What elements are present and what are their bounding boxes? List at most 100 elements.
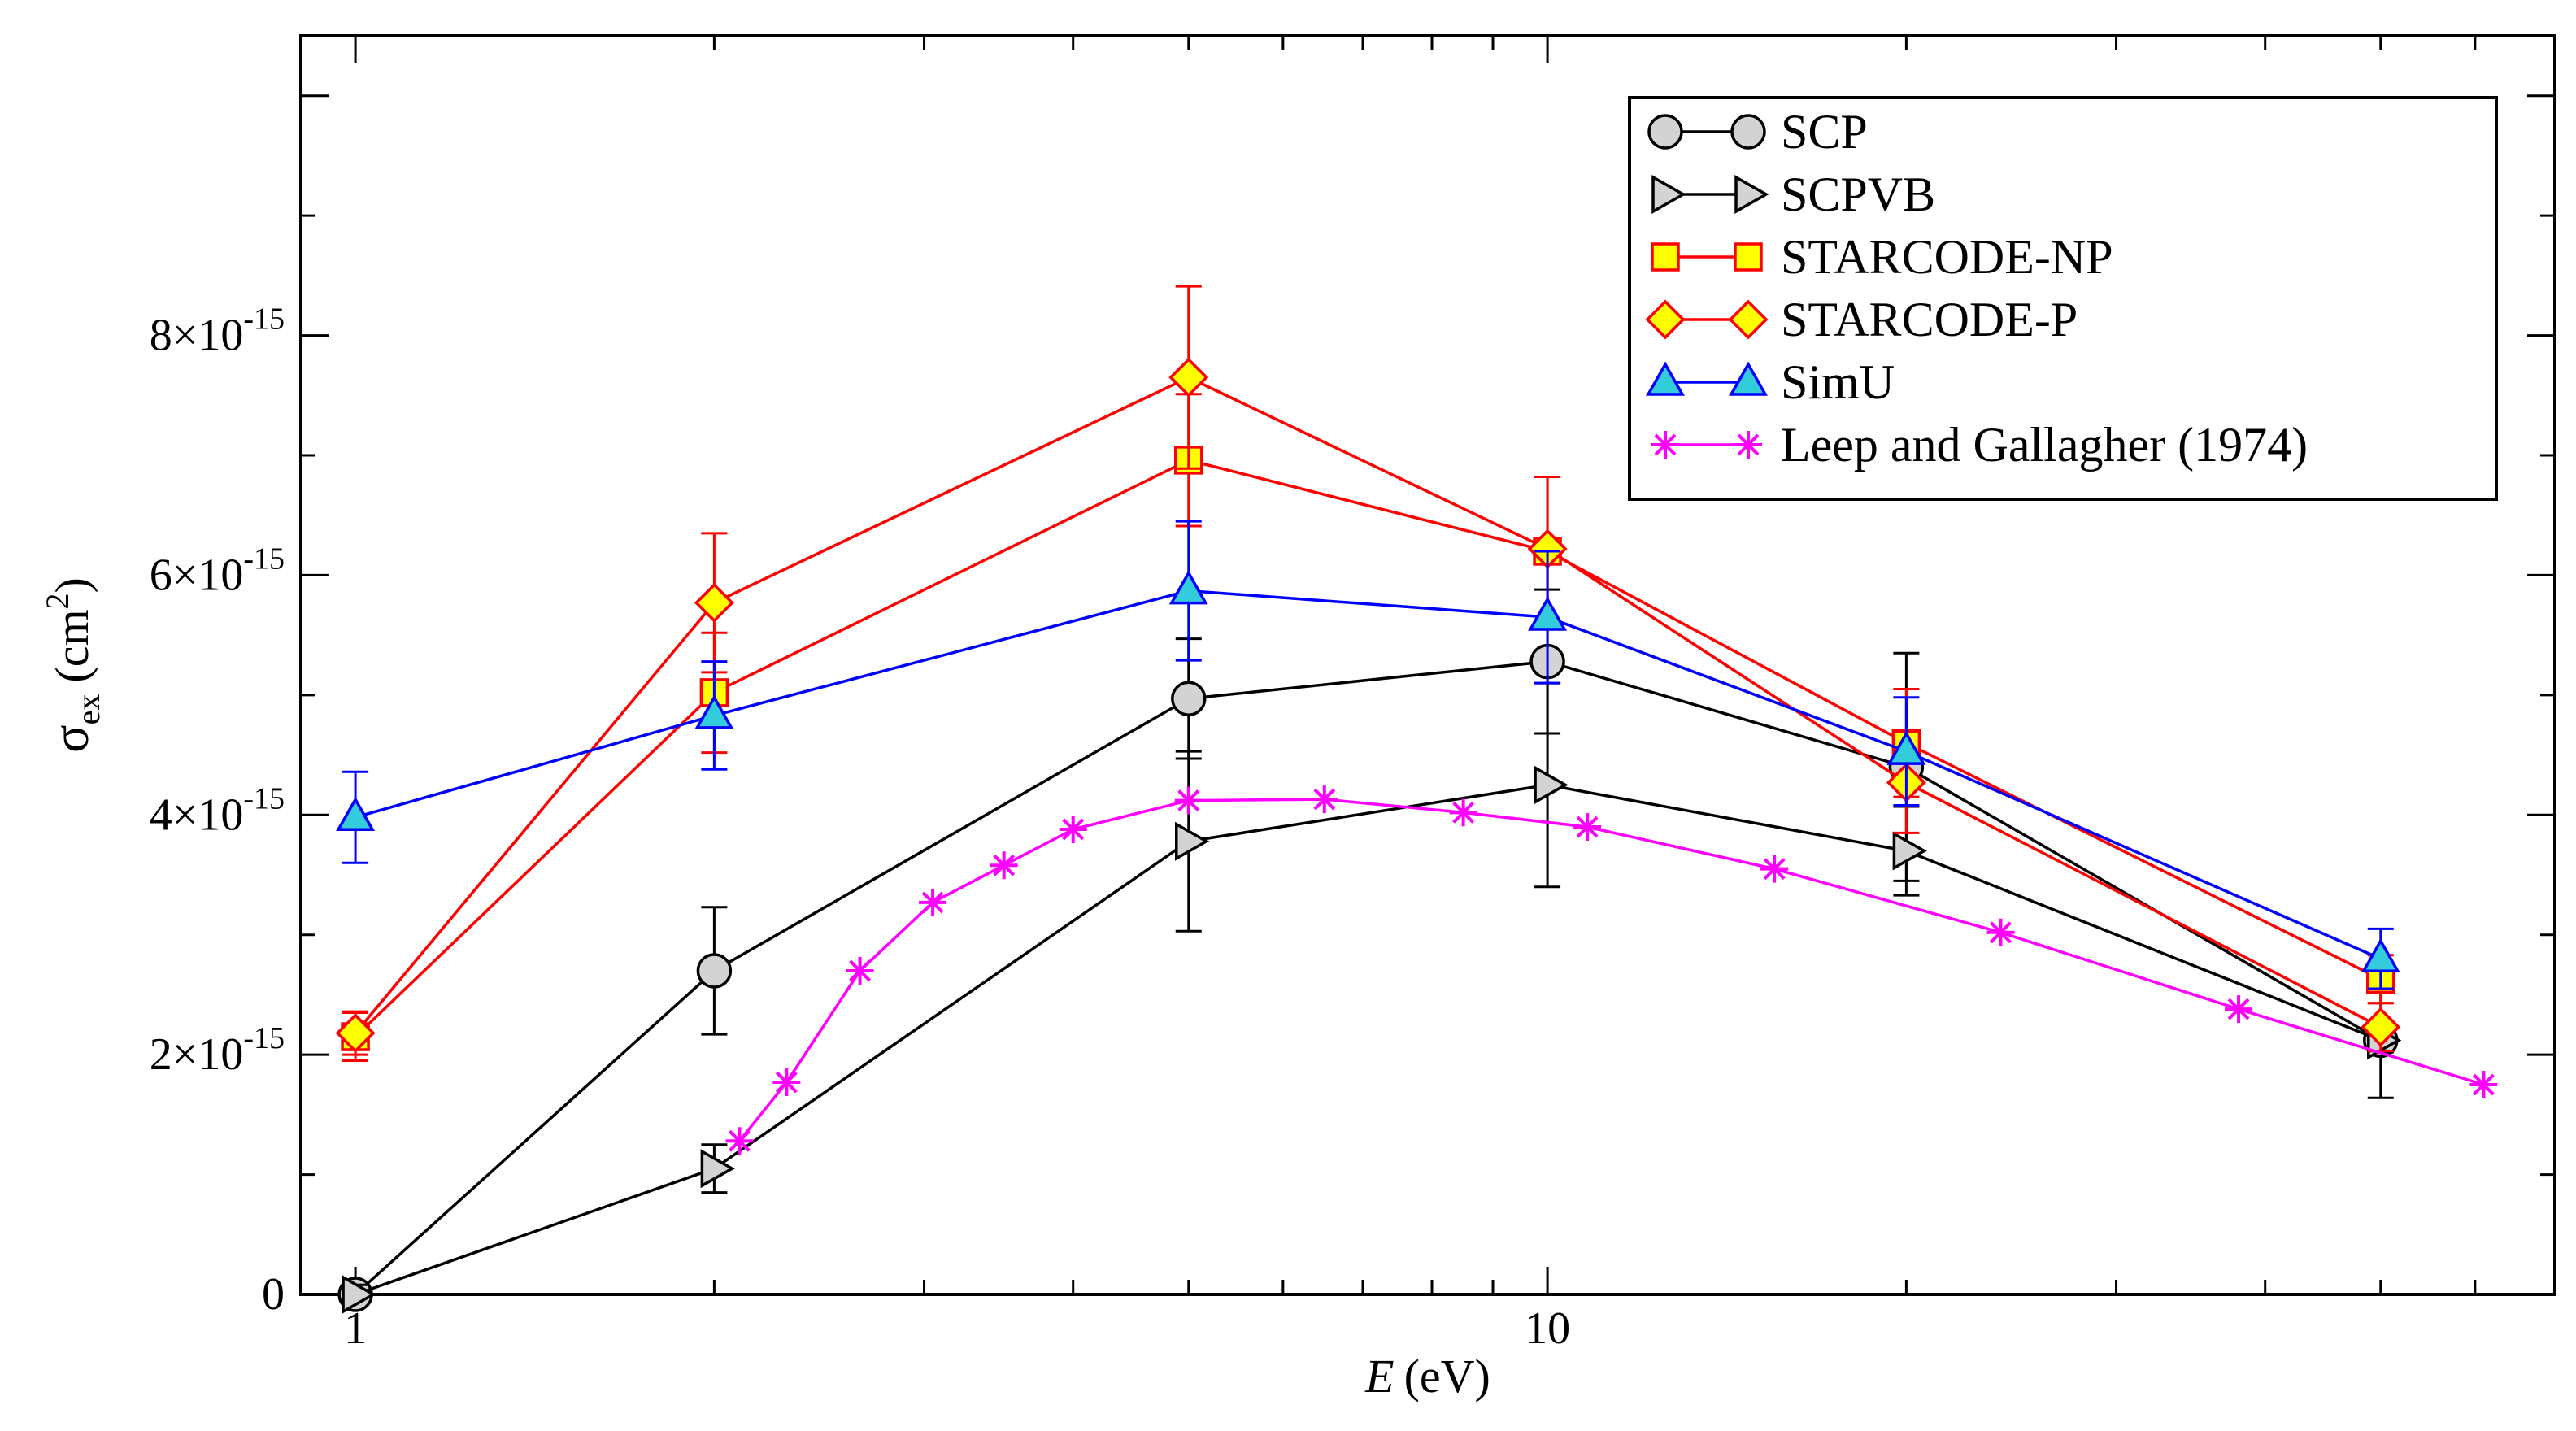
marker-stroke [1177, 789, 1200, 812]
data-point [1573, 813, 1602, 842]
legend-item: STARCODE-NP [1651, 230, 2113, 284]
data-point [1168, 357, 1209, 398]
data-point [725, 1127, 754, 1155]
y-tick-labels: 02×10-154×10-156×10-158×10-15 [150, 302, 285, 1320]
legend-marker [1651, 431, 1679, 459]
data-point [2361, 937, 2400, 972]
series-line [738, 798, 2484, 1142]
data-point [990, 851, 1018, 880]
data-point [772, 1068, 801, 1097]
marker-stroke [921, 891, 944, 914]
series-line [354, 659, 2382, 1296]
y-tick-exponent: -15 [243, 1021, 285, 1055]
data-point [694, 694, 734, 729]
series-line [354, 376, 2382, 1034]
data-point [694, 582, 734, 623]
series-line [355, 589, 2382, 960]
data-point [342, 1274, 376, 1315]
legend-item: SCPVB [1651, 167, 1935, 221]
legend-label: SCP [1781, 105, 1868, 159]
legend-item: Leep and Gallagher (1974) [1651, 418, 2308, 472]
legend-marker [1734, 242, 1763, 272]
y-tick-exponent: -15 [243, 302, 285, 337]
marker-stroke [1990, 921, 2012, 944]
data-point [700, 1149, 735, 1189]
legend-box [1628, 96, 2498, 501]
x-axis-label: E (eV) [1364, 1350, 1490, 1403]
y-tick-label: 6×10-15 [150, 542, 285, 600]
marker-stroke [1576, 816, 1599, 838]
legend-marker [1651, 174, 1686, 215]
marker-stroke [993, 854, 1016, 876]
legend-items: SCP SCPVB STARCODE-NP STARCODE-P SimU Leep an… [1645, 105, 2308, 472]
y-tick-label: 8×10-15 [150, 302, 285, 361]
data-point [1760, 855, 1789, 883]
data-point [1168, 570, 1208, 605]
legend-label: STARCODE-NP [1781, 230, 2113, 284]
series-scpvb [342, 681, 2402, 1315]
marker-stroke [1763, 858, 1786, 881]
legend-item: STARCODE-P [1645, 293, 2078, 346]
data-point [2469, 1071, 2498, 1098]
x-axis-variable: E [1364, 1350, 1394, 1403]
data-point [2225, 995, 2253, 1024]
data-point [1449, 798, 1477, 827]
series-line [354, 459, 2382, 1038]
y-axis-symbol: σ [41, 724, 99, 753]
marker-stroke [1452, 801, 1475, 824]
marker-stroke [2227, 998, 2250, 1020]
series-leep-and-gallagher-1974 [725, 785, 2498, 1155]
data-point [1175, 821, 1210, 861]
y-tick-label: 2×10-15 [150, 1021, 285, 1080]
marker-stroke [729, 1129, 751, 1152]
legend-marker [1728, 361, 1769, 396]
legend-label: Leep and Gallagher (1974) [1781, 418, 2308, 472]
marker-stroke [849, 959, 871, 982]
data-point [2361, 1007, 2401, 1047]
data-point [1174, 786, 1203, 815]
x-tick-labels: 1 10 [344, 1303, 1570, 1354]
series-simu [336, 520, 2400, 990]
y-tick-exponent: -15 [243, 781, 285, 816]
marker-stroke [1313, 788, 1336, 811]
legend-label: SCPVB [1781, 167, 1935, 221]
legend-marker [1734, 174, 1769, 215]
y-axis-unit: (cm [46, 609, 98, 682]
marker-stroke [1654, 433, 1677, 456]
y-tick-mantissa: 8×10 [150, 311, 244, 361]
y-axis-label: σex (cm2) [39, 577, 107, 753]
legend-marker [1651, 242, 1680, 272]
series-line [355, 783, 2382, 1296]
y-tick-exponent: -15 [243, 542, 285, 576]
data-point [1886, 730, 1926, 765]
legend-marker [1645, 299, 1686, 340]
series-layer [335, 285, 2498, 1315]
data-point [919, 888, 947, 916]
data-point [696, 953, 733, 989]
data-point [1892, 831, 1927, 871]
marker-stroke [2472, 1073, 2495, 1096]
legend-item: SCP [1647, 105, 1868, 159]
y-axis-unit-exponent: 2 [39, 593, 76, 609]
legend-marker [1647, 114, 1683, 150]
y-tick-mantissa: 0 [262, 1269, 285, 1320]
x-axis-unit: (eV) [1404, 1350, 1490, 1403]
data-point [1528, 596, 1568, 631]
marker-stroke [1062, 818, 1085, 841]
legend-marker [1730, 114, 1766, 150]
data-point [335, 1013, 376, 1054]
legend-label: SimU [1781, 355, 1895, 409]
y-axis-subscript: ex [70, 694, 107, 725]
legend-label: STARCODE-P [1781, 293, 2078, 346]
data-point [1534, 765, 1569, 805]
data-point [1310, 785, 1338, 814]
y-tick-mantissa: 2×10 [150, 1029, 244, 1080]
data-point [1986, 918, 2015, 946]
data-point [1059, 815, 1087, 843]
x-tick-label: 10 [1525, 1303, 1570, 1354]
y-tick-mantissa: 6×10 [150, 550, 244, 600]
legend-marker [1734, 431, 1762, 459]
y-tick-label: 0 [262, 1269, 285, 1320]
legend-marker [1645, 361, 1686, 396]
